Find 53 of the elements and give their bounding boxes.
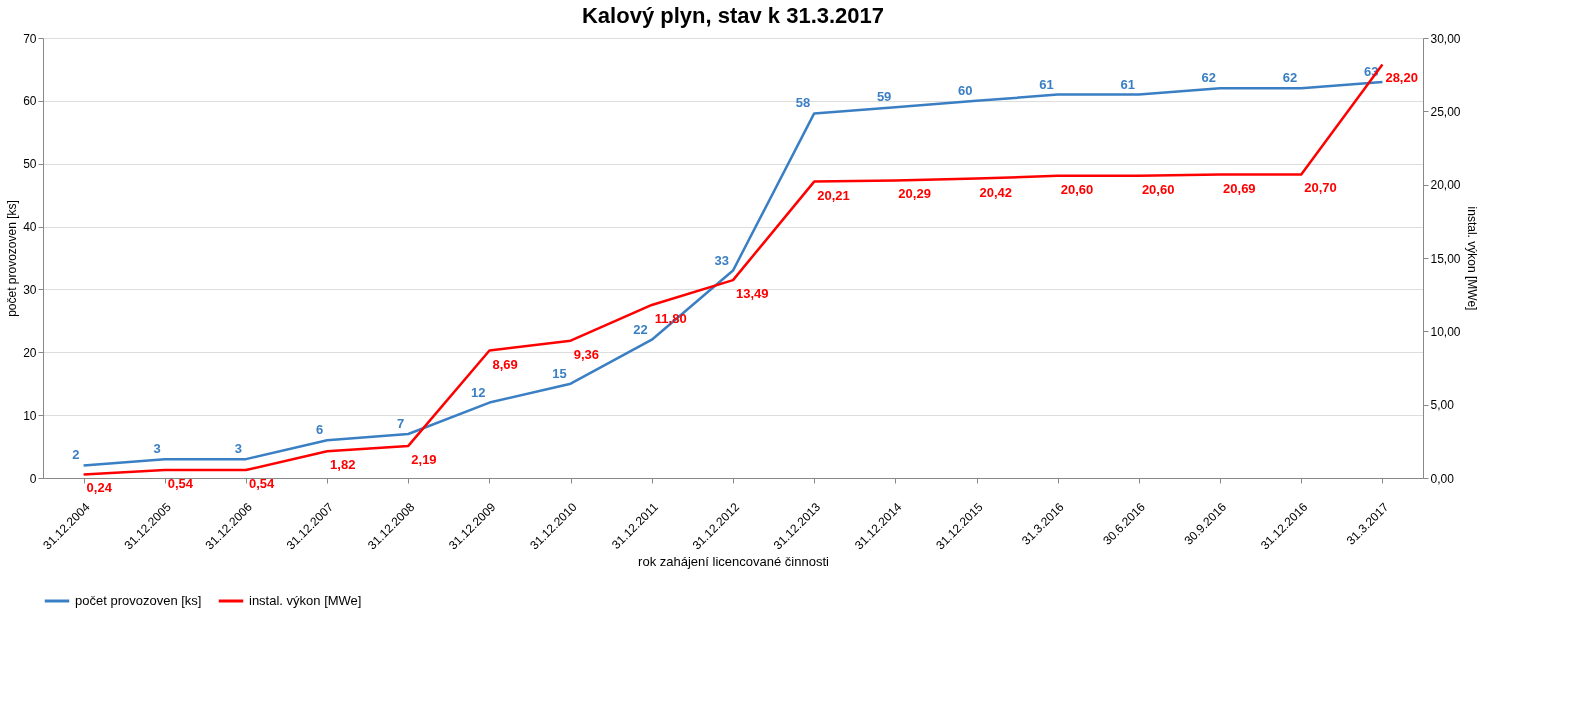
data-label: 20,42 [979,184,1013,200]
data-label: 58 [795,95,811,111]
data-label: 20,29 [898,186,931,202]
data-label: 62 [1282,70,1298,86]
data-label: 13,49 [736,286,769,302]
y2-tick-label: 25,00 [1430,104,1461,119]
y2-tick-label: 15,00 [1430,251,1461,266]
data-label: 20,21 [817,187,850,203]
y-tick-label: 70 [23,31,37,46]
data-label: 28,20 [1385,70,1418,86]
data-label: 0,54 [248,476,276,492]
chart-title: Kalový plyn, stav k 31.3.2017 [581,3,885,28]
data-label: 6 [315,422,324,438]
data-label: 3 [234,441,242,457]
data-label: 1,82 [330,457,356,473]
data-label: 2,19 [411,451,437,467]
data-label: 22 [633,321,648,337]
data-label: 12 [471,384,486,400]
data-label: 60 [958,82,973,98]
data-label: 2 [72,447,80,463]
y-tick-label: 60 [23,94,37,109]
y-tick-label: 10 [23,408,37,423]
data-label: 61 [1039,76,1054,92]
data-label: 7 [397,416,405,431]
data-label: 15 [552,365,567,381]
y-tick-label: 30 [23,282,37,297]
y2-tick-label: 10,00 [1430,324,1461,339]
legend-label: instal. výkon [MWe] [249,593,362,608]
data-label: 20,60 [1141,181,1175,197]
data-label: 62 [1201,70,1217,86]
y2-tick-label: 0,00 [1430,471,1455,486]
y2-tick-label: 5,00 [1430,398,1455,413]
y2-tick-label: 20,00 [1430,178,1461,193]
y-tick-label: 20 [23,345,37,360]
data-label: 9,36 [573,346,599,362]
data-label: 0,24 [86,480,113,496]
y2-axis-title: instal. výkon [MWe] [1464,206,1479,311]
data-label: 20,69 [1223,180,1256,196]
y-tick-label: 0 [29,471,37,486]
y-tick-label: 50 [23,157,37,172]
data-label: 33 [714,252,729,268]
data-label: 20,70 [1304,180,1337,196]
data-label: 0,54 [167,476,194,492]
data-label: 3 [153,441,161,457]
data-label: 61 [1120,76,1135,92]
x-axis-title: rok zahájení licencované činnosti [638,553,829,569]
legend-label: počet provozoven [ks] [75,593,202,608]
y-tick-label: 40 [23,220,37,235]
y2-tick-label: 30,00 [1430,31,1461,46]
data-label: 20,60 [1060,181,1094,197]
y-axis-title: počet provozoven [ks] [5,200,20,317]
data-label: 8,69 [492,356,518,372]
data-label: 59 [876,89,892,105]
